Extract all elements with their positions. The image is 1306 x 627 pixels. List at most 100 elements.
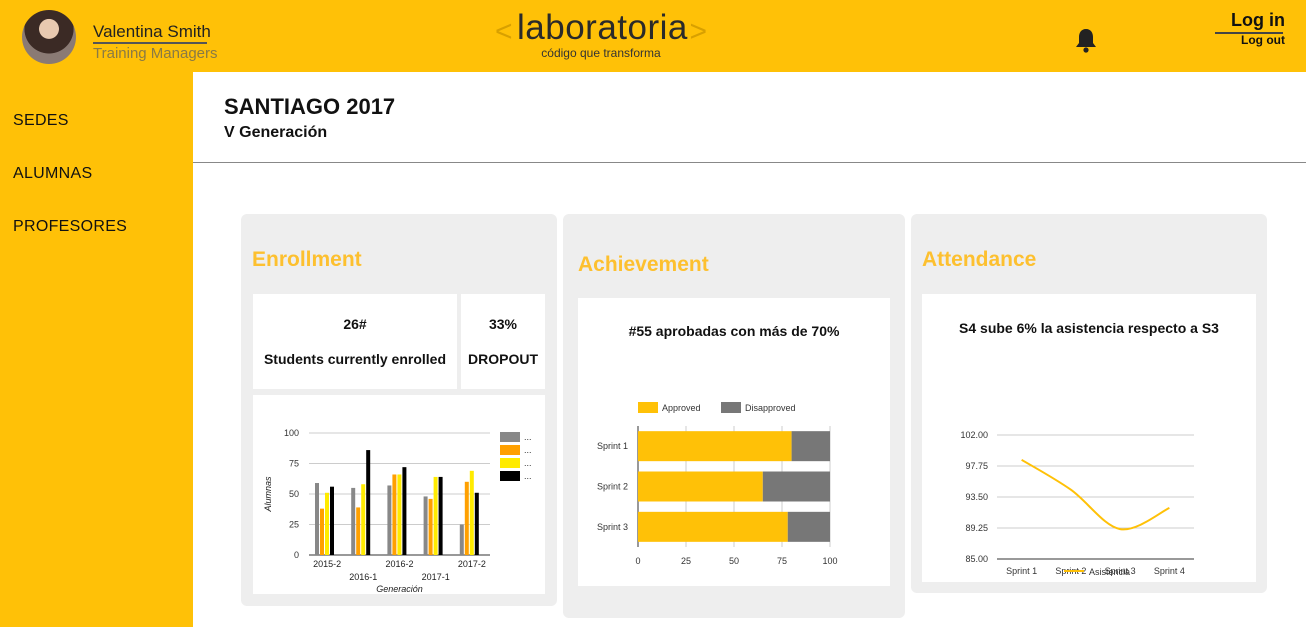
attendance-card: Attendance S4 sube 6% la asistencia resp… bbox=[911, 214, 1267, 593]
page-subtitle: V Generación bbox=[224, 124, 328, 141]
y-tick-label: 100 bbox=[284, 428, 299, 438]
students-enrolled-box: 26# Students currently enrolled bbox=[253, 294, 457, 389]
logo-bracket-left: < bbox=[495, 15, 513, 48]
login-underline bbox=[1215, 32, 1283, 34]
sidebar: SEDES ALUMNAS PROFESORES bbox=[0, 72, 193, 627]
login-link[interactable]: Log in bbox=[1231, 10, 1285, 30]
user-name-underline bbox=[93, 42, 207, 44]
enrollment-bar bbox=[423, 496, 428, 555]
y-tick-label: 0 bbox=[294, 550, 299, 560]
enrollment-bar bbox=[428, 498, 433, 555]
dropout-label: DROPOUT bbox=[468, 351, 538, 367]
enrollment-bar bbox=[356, 507, 361, 555]
x-tick-label: 2017-1 bbox=[422, 572, 450, 582]
x-tick-label: 0 bbox=[635, 556, 640, 566]
legend-label: ... bbox=[524, 471, 532, 481]
enrollment-bar bbox=[320, 508, 324, 555]
x-tick-label: 2017-2 bbox=[458, 559, 486, 569]
x-tick-label: Sprint 1 bbox=[1006, 566, 1037, 576]
attendance-chart-box: S4 sube 6% la asistencia respecto a S3 1… bbox=[922, 294, 1256, 582]
sidebar-item-alumnas[interactable]: ALUMNAS bbox=[13, 165, 93, 182]
legend-swatch bbox=[721, 402, 741, 413]
enrollment-bar-chart: 100 75 50 25 0 2015-2 2016-1 2016-2 2017-1 2017-2… bbox=[263, 428, 532, 594]
legend-swatch bbox=[500, 432, 520, 442]
asistencia-line bbox=[1021, 458, 1170, 531]
enrollment-bar bbox=[459, 524, 464, 555]
y-tick-label: 93.50 bbox=[965, 492, 988, 502]
enrollment-bar bbox=[315, 483, 319, 555]
enrollment-chart-box: 100 75 50 25 0 2015-2 2016-1 2016-2 2017-1 2017-2… bbox=[253, 395, 545, 594]
sidebar-item-sedes[interactable]: SEDES bbox=[13, 112, 69, 129]
achievement-bar bbox=[787, 511, 830, 542]
students-enrolled-label: Students currently enrolled bbox=[263, 351, 447, 367]
enrollment-bar bbox=[366, 450, 371, 555]
enrollment-bar bbox=[397, 474, 402, 555]
y-tick-label: Sprint 3 bbox=[597, 522, 628, 532]
legend-label: Asistencia bbox=[1089, 567, 1130, 577]
enrollment-bar bbox=[330, 486, 334, 555]
dropout-box: 33% DROPOUT bbox=[461, 294, 545, 389]
legend-swatch bbox=[638, 402, 658, 413]
achievement-headline: #55 aprobadas con más de 70% bbox=[628, 323, 840, 339]
y-tick-label: Sprint 2 bbox=[597, 482, 628, 492]
enrollment-bar bbox=[464, 481, 469, 555]
x-tick-label: 100 bbox=[822, 556, 837, 566]
y-tick-label: 50 bbox=[289, 489, 299, 499]
user-name[interactable]: Valentina Smith bbox=[93, 22, 211, 41]
y-tick-label: Sprint 1 bbox=[597, 441, 628, 451]
legend-swatch bbox=[500, 471, 520, 481]
achievement-title: Achievement bbox=[578, 253, 709, 276]
x-tick-label: 2016-1 bbox=[349, 572, 377, 582]
y-axis-title: Alumnas bbox=[263, 476, 273, 513]
legend-swatch bbox=[500, 458, 520, 468]
y-tick-label: 89.25 bbox=[965, 523, 988, 533]
dropout-value: 33% bbox=[488, 316, 518, 332]
y-tick-label: 85.00 bbox=[965, 554, 988, 564]
title-divider bbox=[193, 162, 1306, 163]
sidebar-item-profesores[interactable]: PROFESORES bbox=[13, 218, 128, 235]
logo-text: laboratoria bbox=[517, 8, 688, 47]
achievement-bar bbox=[762, 471, 830, 502]
achievement-bar-chart: 0 25 50 75 100 Sprint 1 Sprint 2 Sprint 3 Approv… bbox=[597, 402, 838, 566]
x-tick-label: Sprint 4 bbox=[1154, 566, 1185, 576]
x-tick-label: 50 bbox=[729, 556, 739, 566]
logout-link[interactable]: Log out bbox=[1241, 33, 1285, 47]
attendance-headline: S4 sube 6% la asistencia respecto a S3 bbox=[959, 320, 1219, 336]
bell-icon[interactable] bbox=[1074, 27, 1098, 53]
enrollment-bar bbox=[351, 487, 356, 555]
legend-label: ... bbox=[524, 445, 532, 455]
x-tick-label: 25 bbox=[681, 556, 691, 566]
enrollment-title: Enrollment bbox=[252, 248, 362, 271]
achievement-bar bbox=[638, 431, 792, 462]
achievement-chart-box: #55 aprobadas con más de 70% 0 25 50 75 100 S… bbox=[578, 298, 890, 586]
enrollment-bar bbox=[474, 492, 479, 555]
enrollment-bar bbox=[402, 467, 407, 555]
achievement-bar bbox=[638, 511, 788, 542]
attendance-line-chart: 102.00 97.75 93.50 89.25 85.00 Sprint 1 Sprint… bbox=[960, 430, 1194, 577]
y-tick-label: 97.75 bbox=[965, 461, 988, 471]
y-tick-label: 25 bbox=[289, 520, 299, 530]
enrollment-bar bbox=[361, 484, 366, 555]
students-enrolled-value: 26# bbox=[343, 316, 367, 332]
achievement-card: Achievement #55 aprobadas con más de 70%… bbox=[563, 214, 905, 618]
legend-label: ... bbox=[524, 458, 532, 468]
legend-label: Disapproved bbox=[745, 403, 796, 413]
top-header: Valentina Smith Training Managers < labo… bbox=[0, 0, 1306, 72]
attendance-title: Attendance bbox=[922, 248, 1037, 271]
enrollment-bar bbox=[387, 485, 392, 555]
enrollment-card: Enrollment 26# Students currently enroll… bbox=[241, 214, 557, 606]
x-tick-label: Sprint 3 bbox=[1105, 566, 1136, 576]
auth-block: Log in Log out bbox=[1215, 10, 1285, 47]
legend-swatch bbox=[500, 445, 520, 455]
x-tick-label: 2016-2 bbox=[385, 559, 413, 569]
enrollment-bar bbox=[433, 476, 438, 555]
user-role: Training Managers bbox=[93, 45, 218, 62]
enrollment-bar bbox=[469, 470, 474, 555]
achievement-bar bbox=[638, 471, 763, 502]
x-axis-title: Generación bbox=[376, 584, 423, 594]
avatar[interactable] bbox=[22, 10, 76, 64]
logo-bracket-right: > bbox=[689, 15, 707, 48]
laboratoria-logo[interactable]: < laboratoria código que transforma > bbox=[495, 8, 707, 64]
x-tick-label: 2015-2 bbox=[313, 559, 341, 569]
achievement-bar bbox=[791, 431, 830, 462]
